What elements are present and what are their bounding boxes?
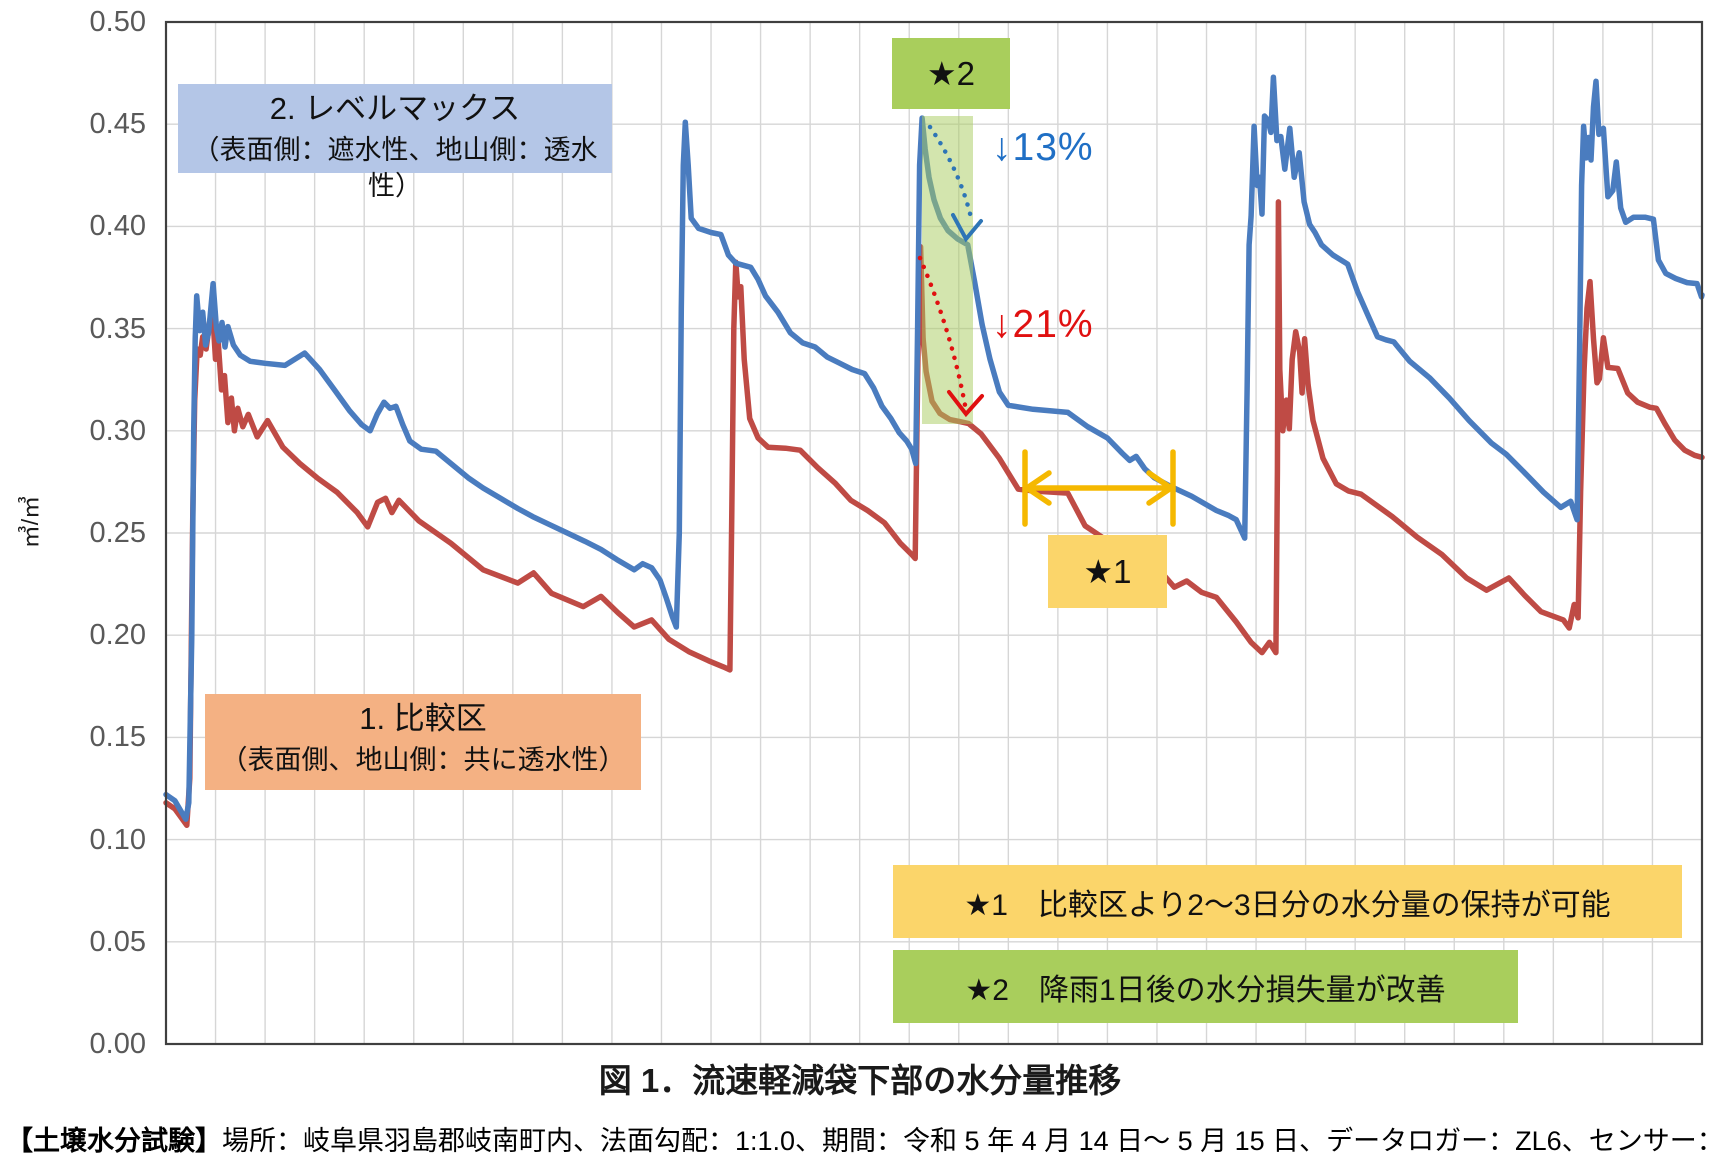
y-axis-tick-label: 0.05 xyxy=(89,925,146,958)
y-axis-tick-label: 0.25 xyxy=(89,517,146,549)
y-axis-title: ㎥/㎥ xyxy=(17,495,43,549)
series-comparison-label-box: 1. 比較区 （表面側、地山側：共に透水性） xyxy=(205,694,641,790)
star1-marker-chip: ★1 xyxy=(1048,535,1167,608)
red-drop-21pct-label: ↓21% xyxy=(992,303,1094,346)
y-axis-tick-label: 0.15 xyxy=(89,721,146,754)
red-decline-arrow xyxy=(917,255,984,418)
blue-decline-arrow xyxy=(927,124,983,243)
y-axis-tick-label: 0.20 xyxy=(89,619,146,652)
series-levelmax-label-box: 2. レベルマックス （表面側：遮水性、地山側：透水性） xyxy=(178,84,612,201)
legend-note-star2: ★2 降雨1日後の水分損失量が改善 xyxy=(893,950,1518,1023)
retention-span-arrow xyxy=(1022,449,1176,527)
series-comparison-desc: （表面側、地山側：共に透水性） xyxy=(220,745,626,775)
legend-note-star1: ★1 比較区より2～3日分の水分量の保持が可能 xyxy=(893,865,1682,938)
y-axis-tick-label: 0.50 xyxy=(89,6,146,38)
caption-test-conditions: 場所：岐阜県羽島郡岐南町内、法面勾配：1:1.0、期間：令和 5 年 4 月 1… xyxy=(222,1126,1713,1156)
series-levelmax-name: 2. レベルマックス xyxy=(269,91,521,126)
star2-marker-chip: ★2 xyxy=(892,38,1010,109)
y-axis-tick-label: 0.40 xyxy=(89,210,146,243)
y-axis-tick-label: 0.00 xyxy=(89,1028,146,1060)
rain-day-highlight-band xyxy=(922,116,973,424)
series-levelmax-desc: （表面側：遮水性、地山側：透水性） xyxy=(192,135,598,201)
plot-border xyxy=(164,20,1704,1046)
y-axis-tick-label: 0.30 xyxy=(89,414,146,447)
y-axis-tick-label: 0.45 xyxy=(89,108,146,141)
y-axis-tick-label: 0.10 xyxy=(89,823,146,856)
blue-drop-13pct-label: ↓13% xyxy=(992,126,1094,169)
y-axis-tick-label: 0.35 xyxy=(89,312,146,345)
figure-caption: 【土壌水分試験】場所：岐阜県羽島郡岐南町内、法面勾配：1:1.0、期間：令和 5… xyxy=(6,1119,1713,1156)
caption-test-name: 【土壌水分試験】 xyxy=(6,1126,222,1156)
figure-title: 図 1．流速軽減袋下部の水分量推移 xyxy=(598,1062,1122,1099)
series-comparison-name: 1. 比較区 xyxy=(359,701,487,736)
